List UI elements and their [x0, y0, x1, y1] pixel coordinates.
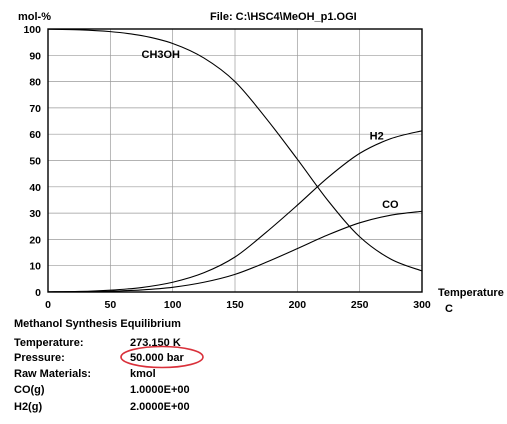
chart-grid [47, 28, 423, 293]
y-tick-label: 30 [29, 208, 41, 220]
x-tick-label: 50 [104, 299, 116, 311]
pressure-value: 50.000 bar [130, 352, 184, 364]
x-axis-label: Temperature [438, 287, 504, 299]
y-tick-label: 0 [35, 287, 41, 299]
file-label: File: C:\HSC4\MeOH_p1.OGI [210, 11, 357, 23]
x-tick-label: 150 [226, 299, 244, 311]
y-tick-label: 60 [29, 129, 41, 141]
y-tick-label: 90 [29, 50, 41, 62]
x-axis-unit: C [445, 303, 453, 315]
x-tick-label: 300 [413, 299, 431, 311]
y-tick-label: 40 [29, 182, 41, 194]
y-tick-label: 80 [29, 77, 41, 89]
info-title: Methanol Synthesis Equilibrium [14, 318, 181, 330]
series-line-h2 [47, 130, 423, 293]
x-tick-label: 200 [289, 299, 307, 311]
pressure-highlight-ellipse [120, 345, 204, 369]
series-label-co: CO [382, 199, 399, 211]
plot-frame [47, 28, 423, 293]
y-tick-label: 70 [29, 103, 41, 115]
series-labels: CH3OH H2 CO [142, 49, 400, 211]
chart-curves [47, 28, 423, 293]
chart-tick-labels: 0 10 20 30 40 50 60 70 80 90 100 0 50 100 150 200 250 300 [23, 24, 430, 311]
series-line-ch3oh [47, 28, 423, 272]
co-amount: 1.0000E+00 [130, 384, 190, 396]
raw-materials-label: Raw Materials: [14, 368, 92, 380]
series-label-ch3oh: CH3OH [142, 49, 181, 61]
y-tick-label: 50 [29, 156, 41, 168]
y-tick-label: 100 [23, 24, 41, 36]
series-line-co [47, 210, 423, 293]
y-unit-label: mol-% [18, 11, 51, 23]
co-label: CO(g) [14, 384, 45, 396]
temperature-label: Temperature: [14, 337, 84, 349]
h2-label: H2(g) [14, 401, 43, 413]
pressure-label: Pressure: [14, 352, 65, 364]
x-tick-label: 100 [164, 299, 182, 311]
h2-amount: 2.0000E+00 [130, 401, 190, 413]
y-tick-label: 20 [29, 234, 41, 246]
x-tick-label: 250 [351, 299, 369, 311]
x-tick-label: 0 [45, 299, 51, 311]
y-tick-label: 10 [29, 261, 41, 273]
raw-materials-unit: kmol [130, 368, 156, 380]
equilibrium-chart: 0 10 20 30 40 50 60 70 80 90 100 0 50 100 150 200 250 300… [18, 11, 504, 315]
series-label-h2: H2 [370, 130, 384, 142]
